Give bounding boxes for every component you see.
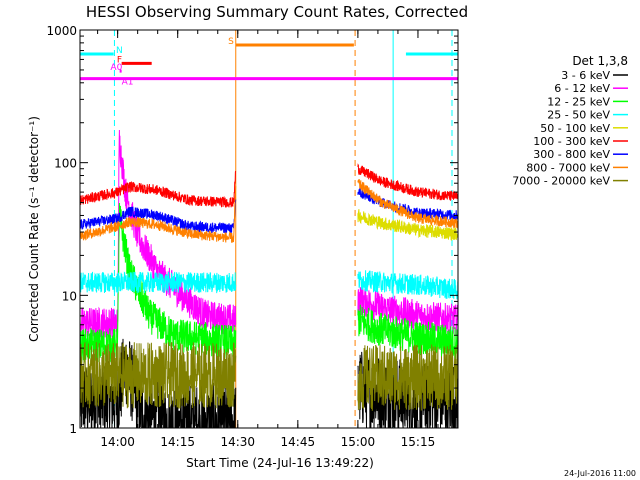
y-tick-label-2: 100: [54, 157, 77, 171]
flag-label-3: A1: [122, 78, 134, 88]
legend-entry-6: 300 - 800 keV: [533, 148, 610, 161]
axes: 14:00 14:15 14:30 14:45 15:00 15:15 1 10 100 1000: [46, 24, 458, 449]
x-tick-label-0: 14:00: [100, 435, 135, 449]
y-tick-label-1: 10: [62, 289, 77, 303]
x-tick-label-5: 15:15: [401, 435, 436, 449]
x-tick-label-1: 14:15: [160, 435, 195, 449]
series-2-seg2: [357, 304, 459, 360]
legend-entry-1: 6 - 12 keV: [554, 82, 610, 95]
x-tick-label-4: 15:00: [341, 435, 376, 449]
x-tick-label-2: 14:30: [220, 435, 255, 449]
series-3-seg2: [357, 270, 459, 300]
legend-entry-8: 7000 - 20000 keV: [512, 175, 610, 188]
legend-entry-3: 25 - 50 keV: [547, 109, 610, 122]
y-axis-label: Corrected Count Rate (s⁻¹ detector⁻¹): [27, 116, 41, 342]
series-7-seg2: [357, 178, 459, 229]
y-tick-label-3: 1000: [46, 24, 77, 38]
chart-title: HESSI Observing Summary Count Rates, Cor…: [86, 3, 468, 21]
series-8-seg2: [357, 344, 459, 411]
legend-entry-5: 100 - 300 keV: [533, 135, 610, 148]
flag-label-4: S: [228, 37, 234, 47]
legend-title: Det 1,3,8: [572, 54, 628, 68]
x-axis-label: Start Time (24-Jul-16 13:49:22): [186, 456, 374, 470]
plot-frame: [79, 29, 459, 429]
series-5-seg2: [357, 163, 459, 201]
flag-label-1: F: [117, 55, 122, 65]
legend-entry-7: 800 - 7000 keV: [526, 161, 610, 174]
legend-entry-2: 12 - 25 keV: [547, 95, 610, 108]
legend-entry-0: 3 - 6 keV: [561, 69, 610, 82]
flag-label-2: A0: [110, 63, 122, 73]
series-7-seg1: [79, 186, 237, 243]
x-tick-label-3: 14:45: [281, 435, 316, 449]
flag-label-0: N: [116, 46, 123, 56]
series-8-seg1: [79, 341, 237, 410]
series-4-seg2: [357, 209, 459, 241]
y-tick-label-0: 1: [69, 422, 77, 436]
series-5-seg1: [79, 170, 237, 208]
legend-entry-4: 50 - 100 keV: [540, 122, 610, 135]
series-3-seg1: [79, 271, 237, 295]
series-1-seg1: [79, 129, 237, 339]
series-1-seg2: [357, 285, 459, 336]
footer-timestamp: 24-Jul-2016 11:00: [564, 469, 636, 478]
